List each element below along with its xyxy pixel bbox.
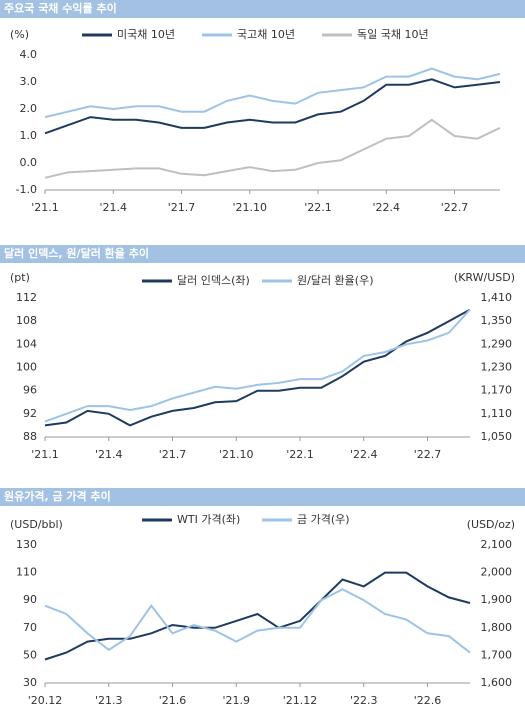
x-tick-label: '21.1	[31, 448, 59, 461]
y-tick-label: 112	[16, 291, 37, 304]
legend-label: 독일 국채 10년	[357, 27, 429, 41]
y-tick-label: 110	[16, 566, 37, 579]
y2-tick-label: 1,290	[481, 337, 513, 350]
y-axis-label: (%)	[10, 28, 29, 41]
y2-axis-label: (KRW/USD)	[454, 271, 515, 284]
section-title: 원유가격, 금 가격 추이	[4, 489, 111, 503]
y2-tick-label: 1,900	[481, 593, 513, 606]
legend-label: 달러 인덱스(좌)	[177, 274, 250, 287]
y2-tick-label: 1,800	[481, 621, 513, 634]
y2-tick-label: 2,000	[481, 566, 513, 579]
x-tick-label: '22.1	[304, 201, 332, 214]
y2-tick-label: 1,410	[481, 291, 513, 304]
legend-label: WTI 가격(좌)	[177, 513, 240, 526]
section-header	[0, 488, 525, 506]
y2-tick-label: 1,350	[481, 314, 513, 327]
x-tick-label: '22.4	[372, 201, 400, 214]
series-line	[44, 308, 471, 427]
y-tick-label: 1.0	[20, 129, 38, 142]
y-tick-label: 2.0	[20, 102, 38, 115]
y-tick-label: 104	[16, 337, 37, 350]
y-tick-label: 4.0	[20, 48, 38, 61]
section-header	[0, 0, 525, 18]
x-tick-label: '21.12	[283, 694, 318, 707]
section-header	[0, 245, 525, 263]
y2-axis-label: (USD/oz)	[467, 518, 515, 531]
x-tick-label: '22.6	[414, 694, 442, 707]
y-axis-label: (USD/bbl)	[10, 518, 63, 531]
legend-label: 금 가격(우)	[297, 513, 350, 526]
y-tick-label: 50	[23, 648, 37, 661]
y-tick-label: 96	[23, 384, 37, 397]
y-tick-label: -1.0	[16, 183, 37, 196]
series-line	[44, 571, 471, 661]
x-tick-label: '21.7	[168, 201, 196, 214]
x-tick-label: '22.7	[441, 201, 469, 214]
x-tick-label: '22.7	[414, 448, 442, 461]
y-tick-label: 108	[16, 314, 37, 327]
section-title: 달러 인덱스, 원/달러 환율 추이	[4, 246, 149, 260]
y-axis-label: (pt)	[10, 271, 30, 284]
y2-tick-label: 1,230	[481, 361, 513, 374]
y-tick-label: 100	[16, 361, 37, 374]
x-tick-label: '21.3	[95, 694, 123, 707]
x-tick-label: '22.3	[350, 694, 378, 707]
series-line	[44, 308, 471, 423]
y-tick-label: 0.0	[20, 156, 38, 169]
series-line	[44, 118, 501, 179]
x-tick-label: '21.10	[219, 448, 254, 461]
series-line	[44, 67, 501, 119]
x-tick-label: '21.6	[159, 694, 187, 707]
y-tick-label: 92	[23, 407, 37, 420]
series-line	[44, 78, 501, 135]
legend-label: 미국채 10년	[117, 28, 175, 41]
y-tick-label: 70	[23, 621, 37, 634]
x-tick-label: '22.4	[350, 448, 378, 461]
x-tick-label: '21.1	[31, 201, 59, 214]
y-tick-label: 90	[23, 593, 37, 606]
y2-tick-label: 2,100	[481, 538, 513, 551]
legend-label: 국고채 10년	[237, 28, 295, 41]
legend-label: 원/달러 환율(우)	[297, 274, 374, 287]
y-tick-label: 3.0	[20, 75, 38, 88]
section-title: 주요국 국채 수익률 추이	[4, 1, 117, 15]
y2-tick-label: 1,110	[481, 407, 513, 420]
y2-tick-label: 1,170	[481, 384, 513, 397]
x-tick-label: '20.12	[28, 694, 63, 707]
x-tick-label: '22.1	[286, 448, 314, 461]
x-tick-label: '21.4	[95, 448, 123, 461]
y-tick-label: 88	[23, 430, 37, 443]
y2-tick-label: 1,700	[481, 648, 513, 661]
y2-tick-label: 1,050	[481, 430, 513, 443]
x-tick-label: '21.4	[99, 201, 127, 214]
x-tick-label: '21.10	[232, 201, 267, 214]
y-tick-label: 130	[16, 538, 37, 551]
y2-tick-label: 1,600	[481, 676, 513, 689]
y-tick-label: 30	[23, 676, 37, 689]
series-line	[44, 588, 471, 654]
x-tick-label: '21.7	[159, 448, 187, 461]
x-tick-label: '21.9	[222, 694, 250, 707]
